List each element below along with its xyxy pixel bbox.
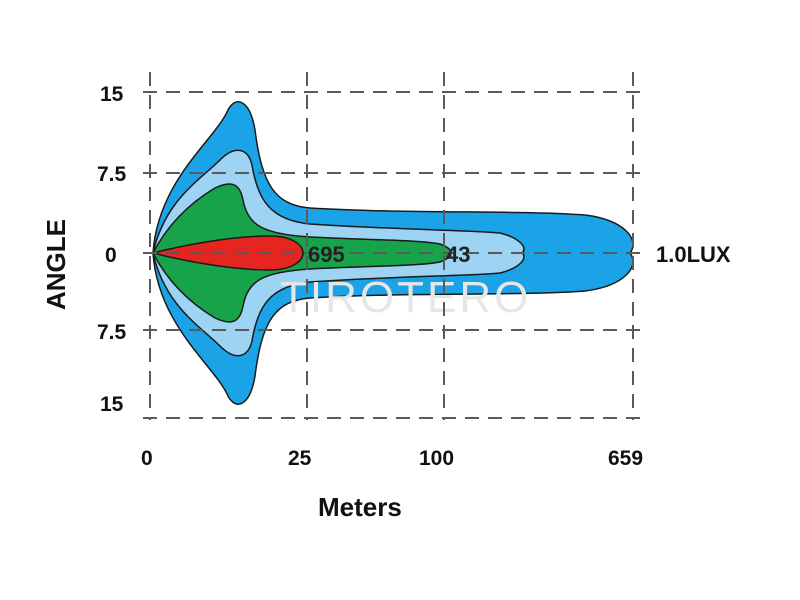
y-tick-label: 7.5: [97, 163, 127, 186]
y-tick-label: 7.5: [97, 321, 127, 344]
x-tick-label: 25: [288, 447, 312, 470]
label-red-reach: 695: [308, 242, 345, 267]
x-tick-label: 100: [419, 447, 454, 470]
y-tick-label: 15: [100, 393, 124, 416]
x-tick-label: 0: [141, 447, 153, 470]
watermark: TIROTERO: [280, 273, 531, 322]
y-tick-label: 0: [105, 244, 117, 267]
y-axis-title: ANGLE: [41, 219, 71, 310]
label-lux: 1.0LUX: [656, 242, 731, 267]
label-green-reach: 43: [446, 242, 470, 267]
x-tick-label: 659: [608, 447, 643, 470]
y-tick-label: 15: [100, 83, 124, 106]
grid: [143, 72, 645, 420]
x-axis-title: Meters: [318, 492, 402, 522]
zone-red: [150, 235, 304, 271]
